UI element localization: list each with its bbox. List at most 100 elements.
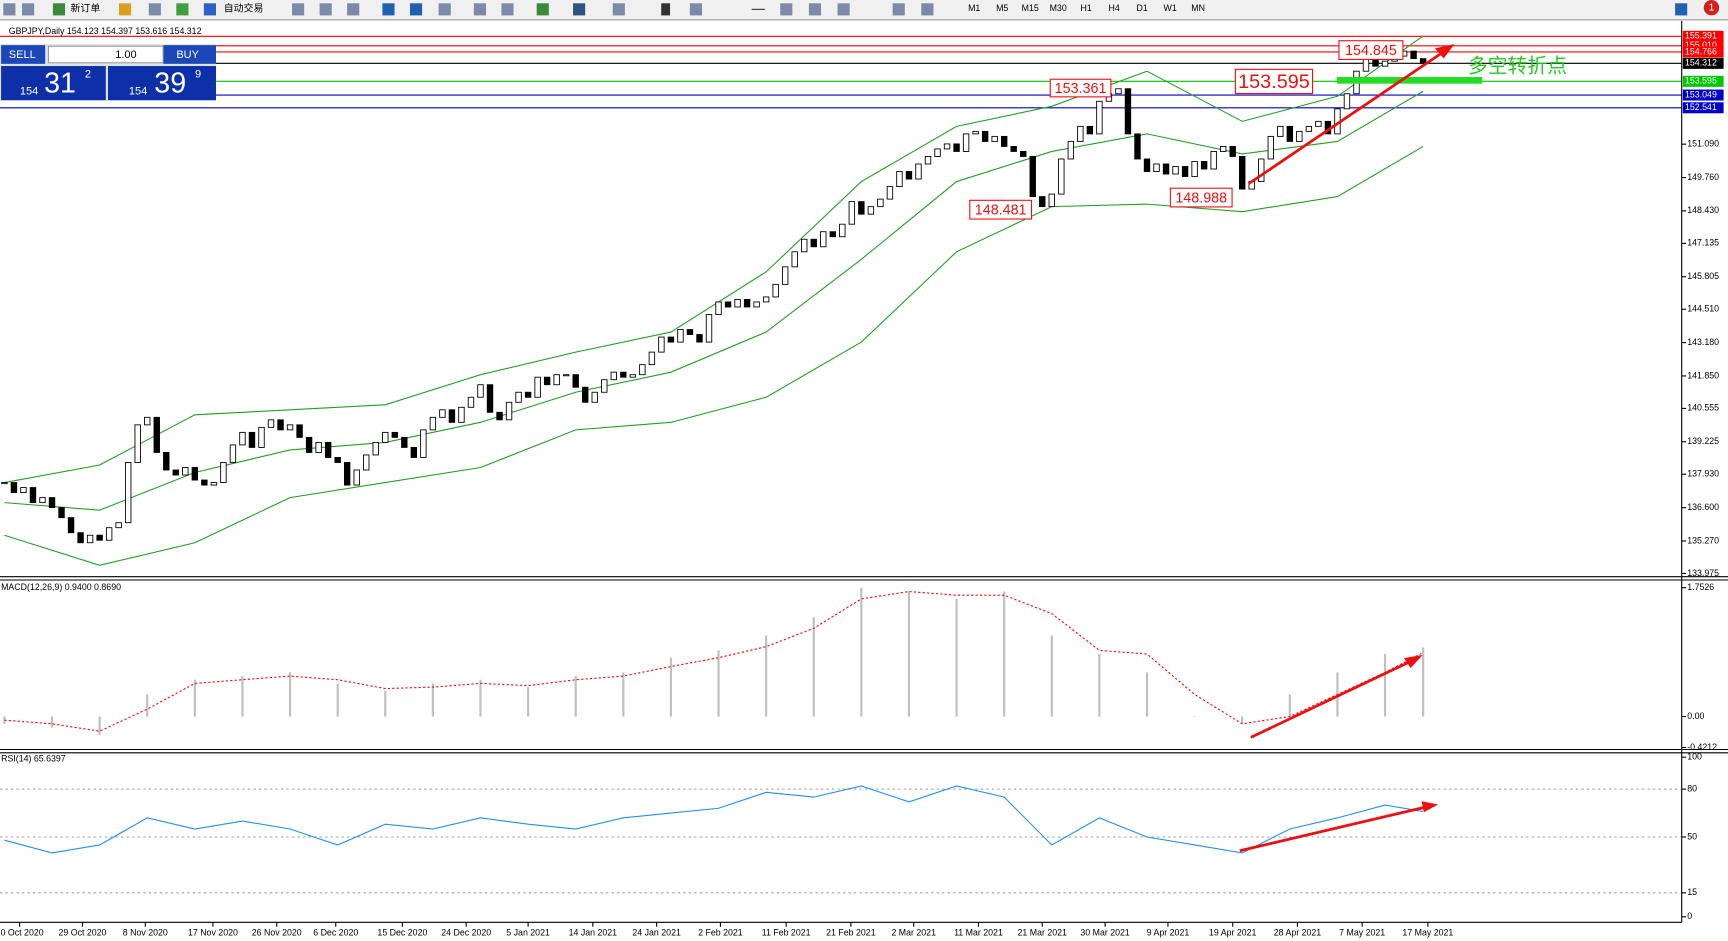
icon[interactable] (780, 3, 793, 16)
macd-bar (1003, 591, 1006, 717)
candle (1239, 156, 1246, 190)
candle (534, 376, 541, 398)
timeframe-button[interactable]: W1 (1164, 3, 1177, 13)
candle (48, 497, 56, 509)
icon[interactable] (689, 3, 702, 16)
candle (496, 411, 503, 421)
buy-price-box[interactable] (108, 66, 216, 101)
icon[interactable] (921, 3, 934, 16)
icon[interactable] (501, 3, 514, 16)
candle (229, 444, 237, 463)
sell-button[interactable] (1, 45, 46, 64)
timeframe-button[interactable]: MN (1191, 3, 1205, 13)
icon[interactable] (536, 3, 549, 16)
annotation-box (1234, 68, 1314, 95)
candle (1010, 145, 1017, 152)
notification-badge[interactable] (1703, 0, 1720, 16)
macd-signal (4, 590, 1424, 732)
toolbar-button[interactable]: 自动交易 (224, 1, 264, 14)
price-tag-label: 153.049 (1685, 89, 1717, 99)
candle (762, 296, 770, 303)
annotation-note: 多空转折点 (1468, 55, 1567, 77)
icon[interactable] (176, 3, 189, 16)
icon[interactable] (837, 3, 850, 16)
icon[interactable] (573, 3, 586, 16)
sell-price-box[interactable] (1, 66, 106, 101)
candle (134, 424, 141, 463)
icon[interactable] (52, 3, 66, 16)
candle (1, 482, 8, 485)
icon[interactable] (347, 3, 360, 16)
icon[interactable] (203, 3, 216, 16)
icon[interactable] (3, 3, 16, 16)
x-tick-label: 24 Jan 2021 (632, 928, 681, 938)
candle (477, 384, 484, 398)
icon[interactable] (409, 3, 423, 16)
toolbar (0, 0, 1728, 19)
icon[interactable] (438, 3, 451, 16)
x-tick-label: 20 Oct 2020 (0, 928, 44, 938)
timeframe-button[interactable]: M30 (1050, 3, 1067, 13)
icon[interactable] (473, 3, 486, 16)
x-tick-label: 29 Oct 2020 (59, 928, 107, 938)
chart-header: GBPJPY,Daily 154.123 154.397 153.616 154… (9, 26, 202, 36)
timeframe-button[interactable]: M1 (968, 3, 980, 13)
timeframe-button[interactable]: M15 (1022, 3, 1039, 13)
timeframe-button[interactable]: D1 (1137, 3, 1148, 13)
y-tick-label: -0.4212 (1687, 742, 1717, 752)
macd-bar (1193, 716, 1196, 718)
icon[interactable] (292, 3, 305, 16)
icon[interactable] (22, 3, 35, 16)
icon[interactable] (661, 3, 671, 16)
price-tag-label: 155.391 (1685, 31, 1717, 41)
candle (163, 452, 170, 471)
candle (1277, 125, 1284, 137)
candle (1096, 100, 1103, 135)
y-tick-label: 149.760 (1687, 172, 1719, 182)
toolbar-button[interactable]: 新订单 (71, 1, 101, 14)
candle (1210, 151, 1217, 170)
macd-bar (50, 716, 54, 728)
price-tag-label: 154.312 (1685, 58, 1717, 68)
candle (1134, 133, 1141, 160)
timeframe-button[interactable]: H4 (1109, 3, 1120, 13)
icon[interactable] (382, 3, 395, 16)
macd-bar (1098, 654, 1101, 717)
buy-button[interactable] (163, 45, 216, 64)
lot-input[interactable] (47, 45, 164, 64)
candle (896, 171, 903, 188)
candle (1020, 151, 1027, 157)
candle (67, 517, 75, 534)
icon[interactable] (612, 3, 625, 16)
lot-value[interactable]: 1.00 (115, 49, 136, 61)
timeframe-button[interactable]: M5 (996, 3, 1008, 13)
candle (562, 374, 570, 377)
x-tick-label: 6 Dec 2020 (313, 928, 358, 938)
candle (458, 406, 465, 423)
y-tick-label: 139.225 (1687, 436, 1719, 446)
x-tick-label: 15 Dec 2020 (377, 928, 427, 938)
arrow-head (1404, 654, 1423, 669)
macd-bar (907, 591, 911, 717)
icon[interactable] (119, 3, 132, 16)
buy-label[interactable]: BUY (176, 49, 199, 61)
icon[interactable] (751, 8, 765, 10)
macd-bar (1145, 672, 1149, 717)
x-tick-label: 11 Feb 2021 (762, 928, 811, 938)
timeframe-button[interactable]: H1 (1081, 3, 1092, 13)
price-tag (1682, 57, 1724, 69)
candle (1191, 161, 1198, 177)
macd-bar (1288, 694, 1291, 717)
icon[interactable] (148, 3, 161, 16)
search-icon[interactable] (1675, 3, 1688, 16)
sell-label[interactable]: SELL (9, 49, 36, 61)
candle (1286, 125, 1294, 142)
x-tick-label: 8 Nov 2020 (123, 928, 168, 938)
icon[interactable] (319, 3, 332, 16)
y-tick-label: 143.180 (1687, 337, 1719, 347)
trade-panel (0, 44, 216, 102)
candle (1162, 163, 1170, 175)
icon[interactable] (808, 3, 822, 16)
icon[interactable] (892, 3, 905, 16)
